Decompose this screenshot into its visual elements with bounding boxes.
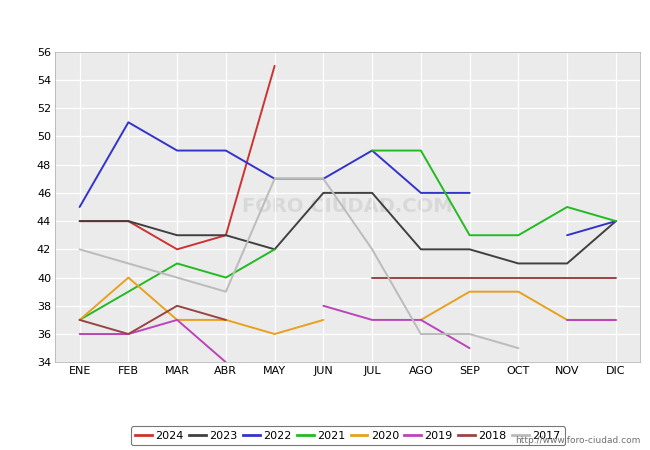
Legend: 2024, 2023, 2022, 2021, 2020, 2019, 2018, 2017: 2024, 2023, 2022, 2021, 2020, 2019, 2018…	[131, 426, 565, 445]
Text: FORO CIUDAD.COM: FORO CIUDAD.COM	[242, 198, 453, 216]
Text: Afiliados en El Vilosell a 31/5/2024: Afiliados en El Vilosell a 31/5/2024	[164, 14, 486, 33]
Text: http://www.foro-ciudad.com: http://www.foro-ciudad.com	[515, 436, 640, 445]
